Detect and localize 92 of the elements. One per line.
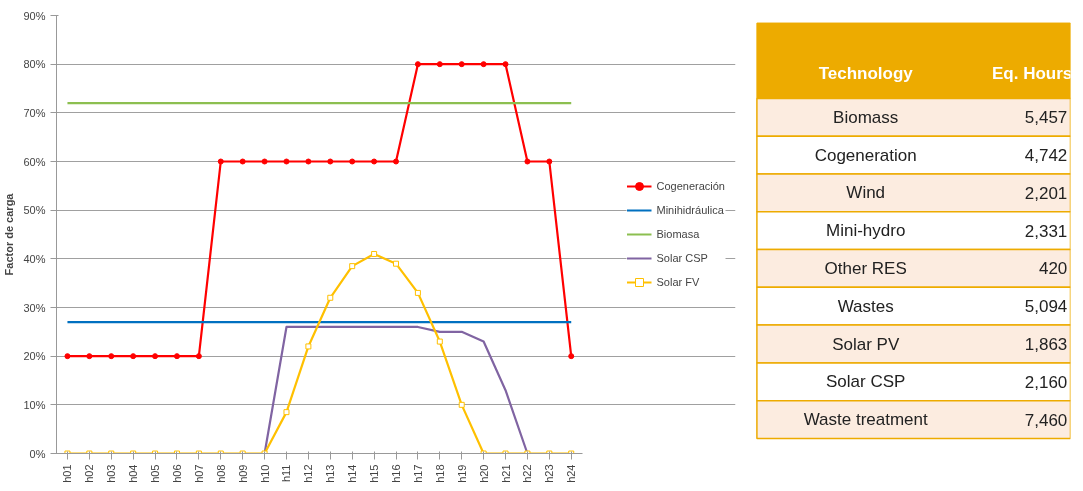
point bbox=[152, 353, 159, 360]
x-tick-label: h23 bbox=[543, 464, 556, 483]
y-tick-label: 0% bbox=[29, 447, 46, 460]
y-tick-label: 60% bbox=[23, 155, 46, 168]
text: Biomass bbox=[833, 107, 899, 127]
point bbox=[414, 289, 421, 296]
x-tick-label: h04 bbox=[127, 464, 140, 483]
legend-label: Solar CSP bbox=[656, 252, 708, 264]
text: Cogeneration bbox=[814, 145, 917, 165]
text: Mini-hydro bbox=[826, 221, 906, 241]
y-tick-label: 90% bbox=[23, 9, 46, 22]
text: 5,457 bbox=[1024, 108, 1068, 128]
point bbox=[371, 158, 378, 165]
x-tick-label: h15 bbox=[368, 464, 381, 483]
point bbox=[305, 158, 312, 165]
text: 5,094 bbox=[1024, 297, 1068, 317]
point bbox=[305, 343, 312, 350]
point bbox=[393, 158, 399, 165]
legend-label: Minihidráulica bbox=[656, 204, 724, 216]
x-tick-label: h14 bbox=[346, 464, 359, 483]
x-tick-label: h24 bbox=[565, 464, 578, 483]
legend-label: Solar FV bbox=[656, 276, 700, 288]
x-tick-label: h11 bbox=[280, 464, 293, 483]
point bbox=[414, 61, 421, 68]
x-tick-label: h18 bbox=[433, 464, 446, 483]
x-tick-label: h07 bbox=[192, 464, 205, 483]
y-axis-title: Factor de carga bbox=[3, 192, 16, 276]
y-tick-label: 30% bbox=[23, 301, 46, 314]
point bbox=[283, 409, 290, 416]
point bbox=[502, 61, 509, 68]
point bbox=[327, 158, 334, 165]
x-tick-label: h03 bbox=[105, 464, 118, 483]
x-tick-label: h01 bbox=[61, 464, 74, 483]
y-tick-label: 80% bbox=[23, 58, 46, 71]
x-tick-label: h17 bbox=[411, 464, 424, 483]
point bbox=[458, 401, 465, 408]
x-tick-label: h19 bbox=[455, 464, 468, 483]
point bbox=[195, 353, 202, 360]
point bbox=[568, 353, 575, 360]
y-tick-label: 50% bbox=[23, 204, 46, 217]
x-tick-label: h02 bbox=[83, 464, 96, 483]
point bbox=[64, 353, 71, 360]
point bbox=[349, 158, 356, 165]
point bbox=[480, 61, 487, 68]
text: 2,201 bbox=[1024, 183, 1068, 203]
text: Wind bbox=[846, 183, 886, 203]
x-tick-label: h06 bbox=[170, 464, 183, 483]
x-tick-label: h05 bbox=[149, 464, 162, 483]
point bbox=[524, 158, 531, 165]
text: 2,160 bbox=[1024, 372, 1068, 392]
text: Technology bbox=[818, 64, 914, 84]
y-tick-label: 40% bbox=[23, 252, 46, 265]
y-tick-label: 20% bbox=[23, 350, 46, 363]
y-tick-label: 10% bbox=[23, 398, 46, 411]
text: 4,742 bbox=[1024, 146, 1068, 166]
text: Other RES bbox=[824, 258, 907, 278]
text: Solar CSP bbox=[826, 372, 906, 392]
point bbox=[349, 263, 356, 270]
legend-label: Biomasa bbox=[656, 228, 700, 240]
x-tick-label: h09 bbox=[236, 464, 249, 483]
x-tick-label: h20 bbox=[477, 464, 490, 483]
point bbox=[86, 353, 93, 360]
point bbox=[371, 250, 378, 257]
x-tick-label: h12 bbox=[302, 464, 315, 483]
text: 1,863 bbox=[1024, 335, 1068, 354]
point bbox=[436, 61, 443, 68]
point bbox=[546, 158, 553, 165]
point bbox=[108, 353, 115, 360]
point bbox=[327, 294, 334, 301]
x-tick-label: h08 bbox=[214, 464, 227, 483]
point bbox=[393, 260, 399, 267]
x-tick-label: h21 bbox=[499, 464, 512, 483]
point bbox=[217, 158, 224, 165]
text: 420 bbox=[1038, 259, 1068, 279]
x-tick-label: h10 bbox=[258, 464, 271, 483]
y-tick-label: 70% bbox=[23, 106, 46, 119]
text: 7,460 bbox=[1024, 410, 1068, 430]
point bbox=[261, 158, 268, 165]
legend-label: Cogeneración bbox=[656, 180, 725, 192]
text: 2,331 bbox=[1024, 221, 1068, 241]
text: Solar PV bbox=[832, 334, 900, 354]
point bbox=[458, 61, 465, 68]
point bbox=[130, 353, 137, 360]
x-tick-label: h13 bbox=[324, 464, 337, 483]
x-tick-label: h22 bbox=[521, 464, 534, 483]
point bbox=[173, 353, 180, 360]
x-tick-label: h16 bbox=[390, 464, 402, 483]
text: Waste treatment bbox=[803, 410, 929, 430]
point bbox=[283, 158, 290, 165]
text: Wastes bbox=[837, 296, 894, 316]
point bbox=[239, 158, 246, 165]
point bbox=[436, 338, 443, 345]
